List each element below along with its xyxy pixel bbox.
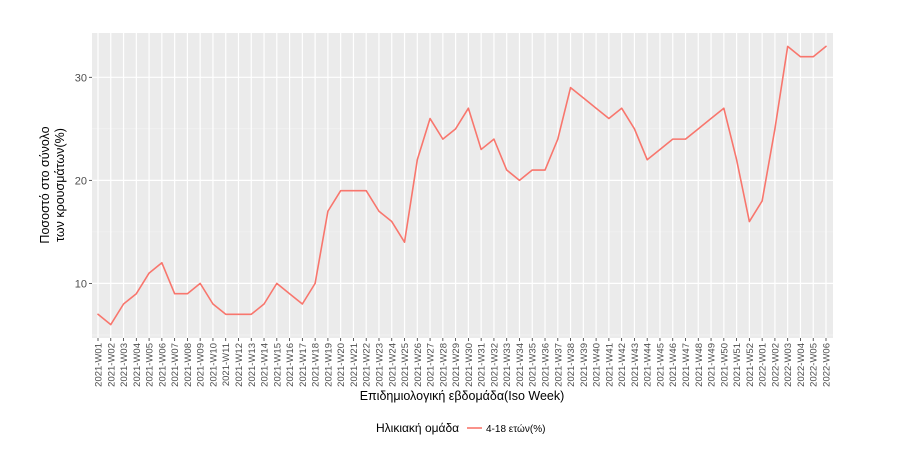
plot-panel <box>92 33 833 338</box>
x-tick-label: 2021-W34 <box>515 343 526 387</box>
x-tick-label: 2021-W44 <box>643 343 654 387</box>
y-tick-label: 20 <box>75 175 87 187</box>
y-tick-label: 10 <box>75 278 87 290</box>
x-tick-label: 2021-W29 <box>451 343 462 387</box>
x-tick-label: 2021-W07 <box>170 343 181 387</box>
x-tick-label: 2021-W21 <box>349 343 360 387</box>
x-tick-label: 2021-W51 <box>732 343 743 387</box>
x-tick-label: 2021-W10 <box>208 343 219 387</box>
x-tick-label: 2021-W26 <box>413 343 424 387</box>
series-layer <box>97 45 827 326</box>
x-tick-label: 2021-W25 <box>400 343 411 387</box>
x-tick-label: 2021-W40 <box>592 343 603 387</box>
y-axis-ticks: 10 20 30 <box>75 72 92 290</box>
x-tick-label: 2021-W23 <box>374 343 385 387</box>
x-tick-label: 2021-W15 <box>272 343 283 387</box>
x-tick-label: 2021-W47 <box>681 343 692 387</box>
y-axis-title: Ποσοστό στο σύνολο των κρουσμάτων(%) <box>38 126 67 243</box>
x-tick-label: 2021-W02 <box>106 343 117 387</box>
x-tick-label: 2022-W02 <box>770 343 781 387</box>
x-tick-label: 2021-W37 <box>553 343 564 387</box>
x-tick-label: 2021-W43 <box>630 343 641 387</box>
y-axis-title-line-1: Ποσοστό στο σύνολο <box>38 126 52 243</box>
x-tick-label: 2021-W27 <box>426 343 437 387</box>
x-tick-label: 2022-W06 <box>822 343 833 387</box>
x-tick-label: 2021-W28 <box>438 343 449 387</box>
x-tick-label: 2021-W41 <box>604 343 615 387</box>
x-tick-label: 2021-W03 <box>119 343 130 387</box>
x-tick-label: 2021-W50 <box>719 343 730 387</box>
x-tick-label: 2021-W06 <box>157 343 168 387</box>
y-axis-title-line-2: των κρουσμάτων(%) <box>53 128 67 242</box>
x-tick-label: 2021-W19 <box>323 343 334 387</box>
x-tick-label: 2021-W24 <box>387 343 398 387</box>
x-tick-label: 2021-W36 <box>541 343 552 387</box>
x-tick-label: 2021-W17 <box>298 343 309 387</box>
x-tick-label: 2021-W30 <box>464 343 475 387</box>
x-tick-label: 2021-W45 <box>655 343 666 387</box>
x-tick-label: 2021-W52 <box>745 343 756 387</box>
legend-label: 4-18 ετών(%) <box>486 423 545 435</box>
x-tick-label: 2022-W03 <box>783 343 794 387</box>
x-tick-label: 2021-W11 <box>221 343 232 386</box>
x-tick-label: 2021-W18 <box>311 343 322 387</box>
x-tick-label: 2021-W33 <box>502 343 513 387</box>
x-axis-title: Επιδημιολογική εβδομάδα(Iso Week) <box>360 389 565 403</box>
x-tick-label: 2022-W01 <box>758 343 769 387</box>
x-tick-label: 2021-W08 <box>183 343 194 387</box>
x-tick-label: 2021-W13 <box>247 343 258 387</box>
y-tick-label: 30 <box>75 72 87 84</box>
x-tick-label: 2021-W12 <box>234 343 245 387</box>
minor-gridlines <box>92 128 833 336</box>
series-line <box>97 45 827 326</box>
x-tick-label: 2021-W04 <box>132 343 143 387</box>
x-tick-label: 2021-W32 <box>489 343 500 387</box>
x-tick-label: 2021-W46 <box>668 343 679 387</box>
legend-title: Ηλικιακή ομάδα <box>376 421 459 435</box>
major-gridlines <box>92 33 833 338</box>
x-tick-label: 2021-W20 <box>336 343 347 387</box>
legend: Ηλικιακή ομάδα 4-18 ετών(%) <box>376 421 545 435</box>
x-tick-label: 2022-W05 <box>809 343 820 387</box>
x-tick-label: 2021-W14 <box>260 343 271 387</box>
x-axis-ticks: 2021-W01 2021-W02 2021-W03 2021-W04 2021-W05… <box>94 338 833 387</box>
x-tick-label: 2022-W04 <box>796 343 807 387</box>
x-tick-label: 2021-W49 <box>707 343 718 387</box>
x-tick-label: 2021-W35 <box>528 343 539 387</box>
x-tick-label: 2021-W48 <box>694 343 705 387</box>
x-tick-label: 2021-W31 <box>477 343 488 387</box>
x-tick-label: 2021-W38 <box>566 343 577 387</box>
x-tick-label: 2021-W09 <box>196 343 207 387</box>
x-tick-label: 2021-W22 <box>362 343 373 387</box>
x-tick-label: 2021-W01 <box>94 343 105 387</box>
x-tick-label: 2021-W16 <box>285 343 296 387</box>
x-tick-label: 2021-W39 <box>579 343 590 387</box>
x-tick-label: 2021-W05 <box>145 343 156 387</box>
x-tick-label: 2021-W42 <box>617 343 628 387</box>
